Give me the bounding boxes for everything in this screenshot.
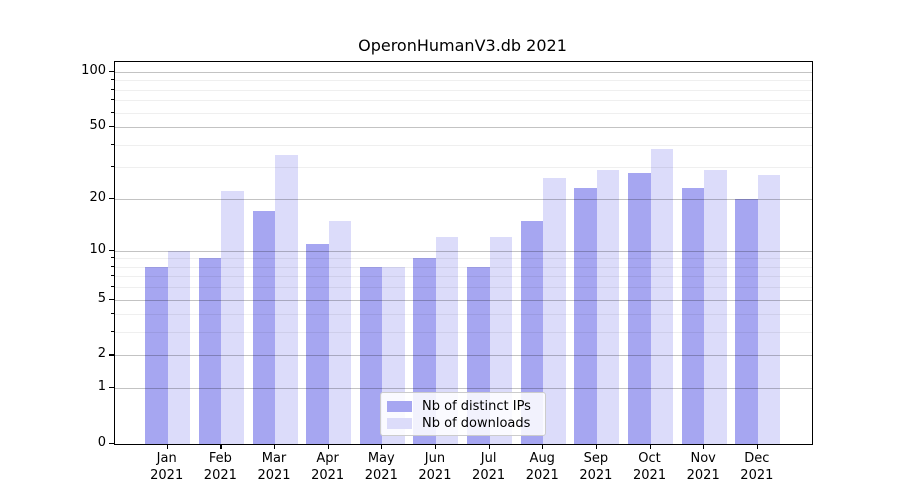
bar-downloads-aug [543,178,566,444]
y-tick-minor [111,88,114,90]
x-tick-label: Jan 2021 [150,451,184,483]
y-tick-label: 100 [81,62,106,78]
gridline-minor [115,287,812,289]
bar-distinct-ips-aug [520,220,544,444]
y-tick [109,126,114,128]
x-tick [327,444,329,449]
x-tick [274,444,276,449]
bar-distinct-ips-feb [198,258,222,444]
x-tick [595,444,598,449]
gridline-minor [115,332,812,334]
x-tick [220,444,222,449]
bar-distinct-ips-oct [628,172,651,444]
x-tick [381,444,383,449]
y-tick-minor [111,286,114,288]
y-tick-label: 5 [97,290,106,306]
y-tick [109,298,114,300]
y-tick [109,70,114,73]
y-tick [109,354,114,356]
y-tick-label: 2 [97,346,106,362]
gridline-minor [115,276,812,278]
x-tick-label: May 2021 [364,451,398,483]
x-tick-label: Sep 2021 [579,451,613,483]
y-tick-minor [111,275,114,277]
x-tick [649,444,651,449]
y-tick-label: 20 [89,189,106,205]
gridline-major [115,250,812,252]
y-tick-minor [111,166,114,168]
x-tick-label: Dec 2021 [740,451,774,483]
y-tick-minor [111,257,114,259]
x-tick-label: Nov 2021 [686,451,720,483]
x-tick [434,444,437,449]
gridline-minor [115,258,812,260]
x-tick [166,444,168,449]
x-tick [756,444,759,449]
bar-distinct-ips-nov [681,187,705,444]
y-tick-label: 50 [89,118,106,134]
gridline-minor [115,314,812,316]
y-tick-minor [111,79,114,81]
y-tick-label: 1 [97,379,106,395]
y-tick-minor [111,313,114,315]
y-tick [109,197,114,199]
y-tick [109,387,114,389]
gridline-major [115,355,812,357]
x-tick-label: Jul 2021 [472,451,506,483]
y-tick-minor [111,143,114,145]
x-tick [703,444,705,449]
bar-downloads-nov [704,169,727,444]
legend: Nb of distinct IPs Nb of downloads [380,392,546,436]
gridline-major [115,299,812,301]
y-tick-minor [111,265,114,267]
bar-distinct-ips-mar [252,211,275,444]
x-tick-label: Jun 2021 [418,451,452,483]
x-tick-label: Oct 2021 [633,451,667,483]
x-tick-label: Apr 2021 [311,451,345,483]
y-tick-minor [111,111,114,113]
bar-downloads-dec [757,175,781,444]
legend-label-downloads: Nb of downloads [422,415,531,431]
legend-item-downloads: Nb of downloads [387,415,537,431]
y-tick-label: 10 [89,241,106,257]
gridline-minor [115,167,812,169]
bar-downloads-apr [328,220,352,444]
y-tick-label: 0 [97,435,106,450]
chart-title: OperonHumanV3.db 2021 [358,36,567,55]
gridline-major [115,71,812,73]
bar-downloads-feb [221,191,244,444]
y-tick [109,443,114,445]
gridline-minor [115,112,812,114]
gridline-minor [115,100,812,102]
gridline-major [115,388,812,390]
gridline-minor [115,80,812,82]
plot-area [114,61,813,445]
gridline-major [115,127,812,129]
bar-distinct-ips-dec [735,198,758,444]
x-tick [488,444,490,449]
gridline-minor [115,89,812,91]
gridline-major [115,198,812,200]
y-tick-minor [111,331,114,333]
legend-label-distinct-ips: Nb of distinct IPs [422,398,531,414]
legend-swatch-downloads [387,417,412,429]
gridline-minor [115,144,812,146]
bar-distinct-ips-apr [306,243,329,444]
bar-downloads-oct [650,148,674,444]
legend-item-distinct-ips: Nb of distinct IPs [387,398,537,414]
x-tick-label: Aug 2021 [525,451,559,483]
bar-distinct-ips-sep [574,187,597,444]
gridline-minor [115,266,812,268]
bar-downloads-jan [167,250,191,444]
y-tick [109,249,114,251]
x-tick-label: Feb 2021 [203,451,237,483]
x-tick [542,444,544,449]
x-tick-label: Mar 2021 [257,451,291,483]
legend-swatch-distinct-ips [387,400,412,412]
bar-downloads-sep [596,169,620,444]
y-tick-minor [111,99,114,101]
